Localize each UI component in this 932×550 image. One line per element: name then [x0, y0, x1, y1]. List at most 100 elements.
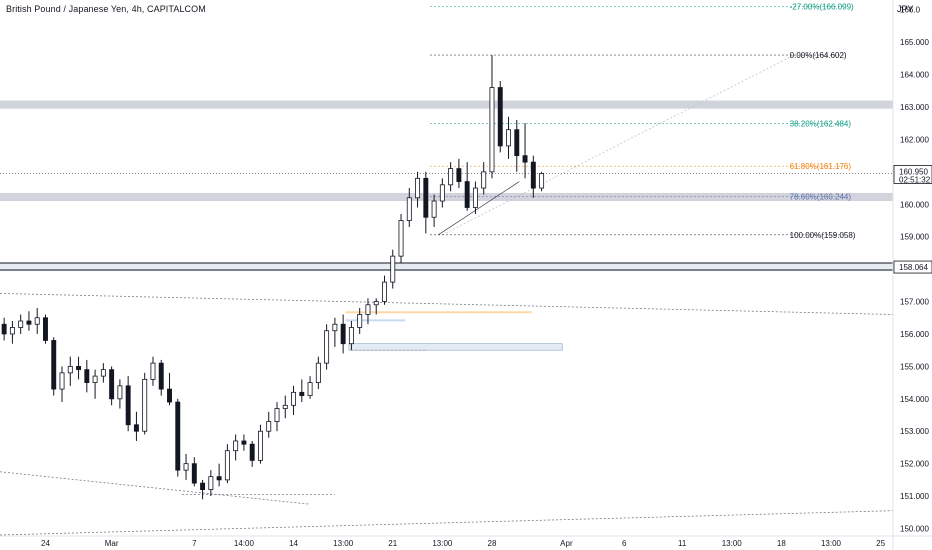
- candle: [125, 385, 131, 426]
- y-tick-label: 164.000: [900, 71, 929, 80]
- candle: [109, 369, 115, 400]
- candle: [506, 129, 511, 147]
- candle: [249, 443, 255, 461]
- candle: [18, 320, 24, 328]
- candle: [274, 408, 280, 422]
- y-tick-label: 150.000: [900, 525, 929, 534]
- candle: [431, 200, 437, 218]
- candle: [191, 463, 197, 484]
- candle: [43, 317, 48, 341]
- candle: [183, 463, 189, 471]
- trend-line-1: [0, 471, 311, 505]
- fib-label-4: 78.60%(160.244): [790, 192, 852, 201]
- candle: [92, 375, 98, 384]
- candle: [299, 391, 305, 396]
- current-price-label: 160.950: [899, 167, 928, 176]
- countdown-label: 02:51:32: [899, 175, 931, 184]
- candle: [481, 171, 487, 189]
- candle: [390, 255, 396, 283]
- y-tick-label: 160.000: [900, 200, 929, 209]
- candle: [365, 304, 371, 315]
- candle: [514, 129, 520, 157]
- trend-line-0: [0, 293, 894, 315]
- candle: [348, 327, 354, 345]
- x-tick-label: 11: [678, 539, 687, 548]
- y-tick-label: 165.000: [900, 38, 929, 47]
- candle: [150, 362, 156, 380]
- candle: [158, 362, 164, 390]
- candle: [439, 184, 445, 202]
- zone-1: [0, 192, 893, 202]
- key-level-band: [0, 263, 893, 272]
- candle: [530, 161, 536, 189]
- y-tick-label: 157.000: [900, 298, 929, 307]
- y-tick-label: 151.000: [900, 492, 929, 501]
- x-tick-label: 25: [876, 539, 885, 548]
- zone-2: [348, 343, 563, 351]
- y-tick-label: 162.000: [900, 135, 929, 144]
- candle: [324, 330, 330, 364]
- y-tick-label: 155.000: [900, 362, 929, 371]
- orderblock-orange: [345, 311, 532, 314]
- x-tick-label: 13:00: [722, 539, 743, 548]
- candle: [84, 369, 90, 384]
- fib-label-2: 38.20%(162.484): [790, 120, 852, 129]
- orderblock-blue: [345, 319, 406, 322]
- candle: [200, 482, 206, 491]
- candle: [133, 424, 139, 432]
- candle: [315, 362, 321, 384]
- candle: [51, 340, 57, 390]
- y-tick-label: 153.000: [900, 427, 929, 436]
- trend-line-3: [442, 54, 794, 236]
- candle: [76, 365, 82, 371]
- candle: [373, 301, 379, 306]
- candle: [282, 404, 288, 409]
- candle: [357, 314, 363, 328]
- candle: [472, 187, 478, 208]
- candle: [167, 388, 172, 403]
- fib-label-5: 100.00%(159.058): [790, 231, 856, 240]
- fib-label-0: -27.00%(166.099): [790, 3, 854, 12]
- x-tick-label: 24: [41, 539, 50, 548]
- candle: [382, 281, 387, 302]
- x-tick-label: 13:00: [333, 539, 354, 548]
- candle: [291, 391, 296, 406]
- currency-label[interactable]: JPY: [897, 4, 914, 14]
- symbol-title[interactable]: British Pound / Japanese Yen, 4h, CAPITA…: [6, 4, 206, 14]
- candle: [423, 177, 429, 218]
- trend-line-2: [0, 510, 894, 536]
- y-tick-label: 156.000: [900, 330, 929, 339]
- candle: [522, 155, 528, 163]
- candle: [340, 323, 346, 345]
- candle: [257, 430, 263, 461]
- candle: [497, 87, 503, 147]
- fib-base-line: [438, 181, 520, 236]
- candle: [59, 372, 65, 390]
- candle: [100, 369, 106, 377]
- candle: [332, 323, 338, 332]
- y-tick-label: 152.000: [900, 460, 929, 469]
- candle: [175, 401, 181, 471]
- x-tick-label: 13:00: [432, 539, 453, 548]
- candle: [415, 177, 421, 199]
- candle: [34, 317, 40, 325]
- candle: [266, 421, 272, 432]
- y-tick-label: 163.000: [900, 103, 929, 112]
- x-tick-label: 21: [388, 539, 397, 548]
- candle: [241, 440, 247, 445]
- candle: [489, 87, 495, 173]
- x-tick-label: 18: [777, 539, 786, 548]
- x-tick-label: 13:00: [821, 539, 842, 548]
- x-tick-label: Apr: [560, 539, 573, 548]
- candle: [456, 168, 462, 182]
- candle: [26, 320, 32, 325]
- candle: [1, 323, 7, 335]
- fib-label-1: 0.00%(164.602): [790, 51, 847, 60]
- x-tick-label: 28: [488, 539, 497, 548]
- fib-label-3: 61.80%(161.176): [790, 162, 852, 171]
- candle: [208, 476, 214, 491]
- level-price-tag: [893, 260, 932, 274]
- x-tick-label: 6: [622, 539, 627, 548]
- candle: [307, 382, 313, 396]
